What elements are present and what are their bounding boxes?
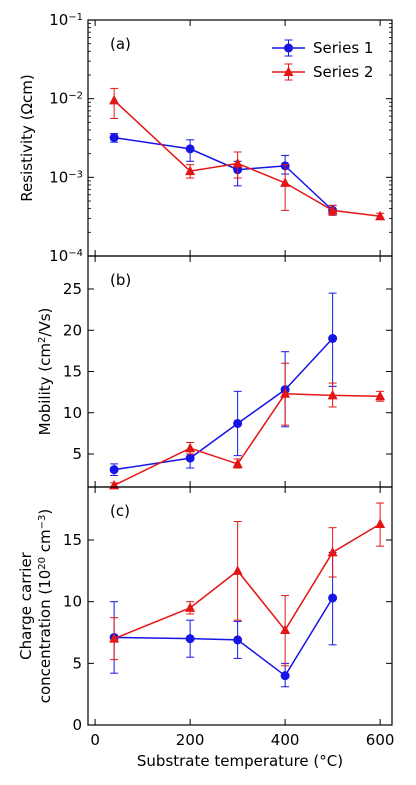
legend-marker bbox=[283, 66, 294, 76]
legend-entry-2: Series 2 bbox=[272, 63, 373, 81]
data-point bbox=[233, 418, 243, 428]
y-tick-label: 15 bbox=[63, 531, 82, 549]
y-tick-label: 10−1 bbox=[49, 11, 83, 29]
legend-label: Series 2 bbox=[313, 63, 373, 81]
data-point bbox=[327, 204, 338, 215]
panel-label: (c) bbox=[110, 502, 130, 520]
legend-marker bbox=[284, 43, 293, 53]
series-2 bbox=[109, 362, 386, 490]
data-point bbox=[280, 671, 290, 681]
panel-label: (a) bbox=[110, 35, 131, 53]
data-point bbox=[280, 624, 291, 635]
data-point bbox=[328, 334, 338, 343]
data-point bbox=[375, 390, 386, 401]
legend-entry-1: Series 1 bbox=[272, 39, 373, 57]
data-point bbox=[375, 518, 386, 528]
data-point bbox=[185, 453, 195, 463]
x-tick-label: 400 bbox=[271, 731, 300, 749]
data-point bbox=[109, 133, 119, 143]
series-line bbox=[114, 597, 334, 677]
y-tick-label: 10 bbox=[63, 404, 82, 422]
panel-c: 0 5 10 15 (c) Charge carrier concentration (10… bbox=[17, 486, 393, 734]
y-tick-label: 10−3 bbox=[49, 168, 83, 186]
data-point bbox=[327, 546, 338, 557]
data-point bbox=[109, 94, 120, 105]
series-2 bbox=[109, 87, 386, 221]
series-2 bbox=[109, 502, 386, 667]
y-tick-label: 10−4 bbox=[49, 247, 83, 265]
y-tick-label: 10 bbox=[63, 593, 82, 611]
data-point bbox=[328, 593, 338, 603]
panel-a: 10−1 10−2 10−3 10−4 (a) Resistivity (Ωcm) bbox=[18, 11, 393, 265]
y-tick-label: 0 bbox=[72, 716, 82, 734]
data-point bbox=[185, 144, 195, 154]
y-tick-label: 5 bbox=[72, 654, 82, 672]
data-point bbox=[280, 177, 291, 187]
y-axis-label: Mobility (cm2/Vs) bbox=[36, 308, 54, 436]
y-tick-label: 20 bbox=[63, 321, 82, 339]
x-tick-label: 200 bbox=[176, 731, 205, 749]
data-point bbox=[185, 602, 196, 612]
x-axis: 0 200 400 600 Substrate temperature (°C) bbox=[90, 731, 394, 770]
data-point bbox=[280, 388, 291, 398]
data-point bbox=[185, 442, 196, 453]
y-tick-label: 10−2 bbox=[49, 90, 83, 108]
data-point bbox=[232, 565, 243, 575]
series-1 bbox=[109, 292, 338, 476]
data-point bbox=[109, 479, 120, 490]
data-point bbox=[327, 389, 338, 400]
x-axis-label: Substrate temperature (°C) bbox=[137, 752, 343, 770]
y-axis-label: Resistivity (Ωcm) bbox=[18, 74, 36, 201]
plot-frame bbox=[87, 255, 393, 488]
data-point bbox=[109, 465, 119, 475]
y-axis-label: concentration (1020 cm−3) bbox=[36, 509, 54, 704]
y-tick-label: 25 bbox=[63, 280, 82, 298]
data-point bbox=[233, 635, 243, 645]
legend-label: Series 1 bbox=[313, 39, 373, 57]
data-point bbox=[375, 210, 386, 221]
data-point bbox=[185, 165, 196, 176]
series-line bbox=[113, 393, 381, 487]
data-point bbox=[109, 633, 120, 643]
x-tick-label: 600 bbox=[366, 731, 395, 749]
panel-b: 5 10 15 20 25 (b) Mobility (cm2/Vs) bbox=[36, 255, 393, 490]
x-tick-label: 0 bbox=[90, 731, 100, 749]
series-1 bbox=[109, 133, 338, 216]
y-tick-label: 15 bbox=[63, 363, 82, 381]
legend: Series 1 Series 2 bbox=[272, 39, 373, 81]
series-1 bbox=[109, 551, 338, 688]
data-point bbox=[232, 458, 243, 468]
series-line bbox=[114, 136, 334, 211]
series-line bbox=[114, 337, 334, 471]
y-axis-label: Charge carrier bbox=[17, 551, 35, 659]
panel-label: (b) bbox=[110, 271, 131, 289]
series-line bbox=[113, 99, 381, 218]
data-point bbox=[185, 634, 195, 644]
series-line bbox=[113, 523, 381, 640]
y-tick-label: 5 bbox=[72, 445, 82, 463]
plot-frame bbox=[87, 486, 393, 726]
data-point bbox=[232, 157, 243, 168]
